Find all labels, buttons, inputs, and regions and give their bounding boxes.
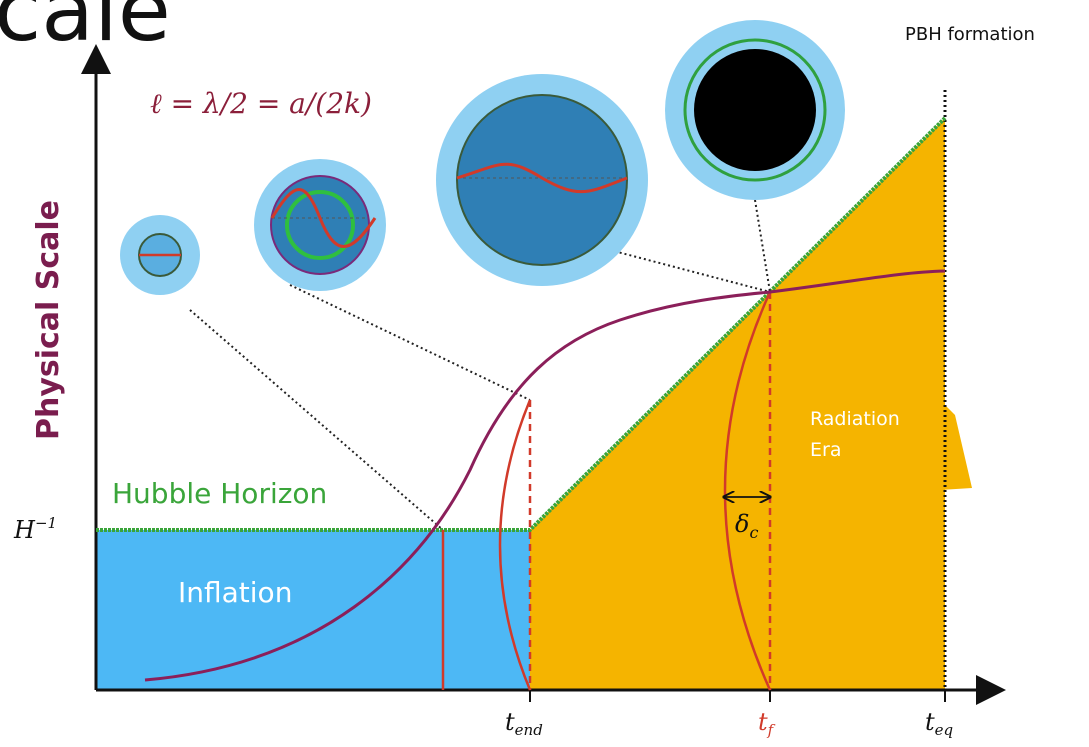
scale-circle-2 (254, 159, 386, 291)
pbh-circle (665, 20, 845, 200)
x-tick-label: teq (925, 708, 953, 739)
symbol: t (925, 708, 935, 736)
inflation-region (96, 530, 530, 690)
subscript: f (767, 721, 776, 739)
subscript: end (515, 721, 543, 739)
inner (457, 95, 627, 265)
black-hole (694, 49, 816, 171)
diagram: cale PBH formation δc (0, 0, 1089, 747)
formula: ℓ = λ/2 = a/(2k) (150, 87, 372, 120)
radiation-label: Era (810, 439, 841, 461)
superscript: −1 (35, 514, 57, 532)
horizon-level: H−1 (13, 514, 57, 544)
title-fragment: cale (0, 0, 171, 61)
x-tick-label: tf (758, 708, 776, 739)
x-tick-label: tend (505, 708, 543, 739)
symbol: t (758, 708, 768, 736)
symbol: H (13, 516, 36, 544)
scale-circle-1 (120, 215, 200, 295)
symbol: t (505, 708, 515, 736)
subscript: eq (935, 721, 953, 739)
scale-circle-3 (436, 74, 648, 286)
inflation-label: Inflation (178, 576, 292, 609)
connector (755, 200, 770, 292)
connector (610, 250, 770, 292)
symbol: δ (735, 510, 749, 538)
radiation-label: Radiation (810, 408, 900, 430)
subscript: c (749, 523, 758, 542)
connector (290, 285, 530, 400)
y-axis-label: Physical Scale (31, 200, 66, 440)
caption: PBH formation (905, 24, 1035, 45)
horizon-label: Hubble Horizon (112, 477, 327, 510)
